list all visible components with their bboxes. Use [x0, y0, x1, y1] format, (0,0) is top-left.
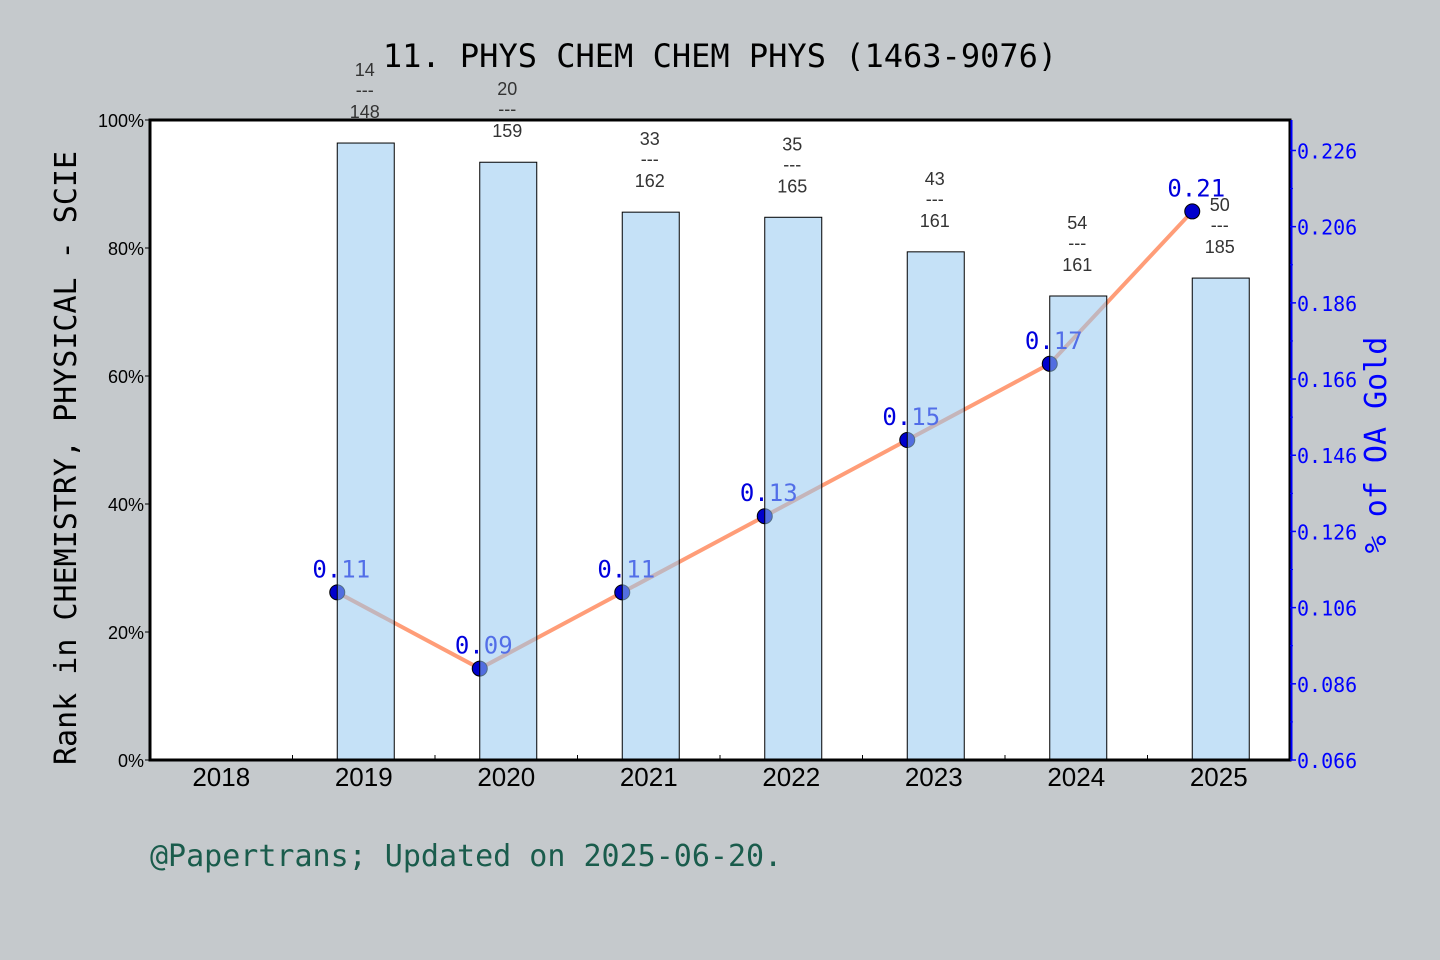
x-tick-label: 2020 [477, 762, 535, 792]
y-tick-label: 40% [108, 495, 144, 515]
footer-note: @Papertrans; Updated on 2025-06-20. [150, 839, 782, 874]
rank-numerator: 14 [355, 60, 375, 80]
rank-numerator: 20 [497, 79, 517, 99]
rank-numerator: 50 [1210, 195, 1230, 215]
rank-bar [1049, 295, 1108, 761]
rank-denominator: 162 [635, 171, 665, 191]
rank-separator: --- [783, 154, 801, 174]
y-tick-label: 20% [108, 623, 144, 643]
y2-tick-label: 0.126 [1297, 520, 1357, 544]
y-tick-label: 80% [108, 239, 144, 259]
y2-tick-label: 0.066 [1297, 749, 1357, 773]
rank-numerator: 33 [640, 129, 660, 149]
rank-bar [1191, 277, 1250, 761]
y-tick-label: 100% [98, 111, 144, 131]
rank-denominator: 161 [920, 211, 950, 231]
x-tick-label: 2024 [1047, 762, 1105, 792]
rank-numerator: 35 [782, 134, 802, 154]
rank-denominator: 165 [777, 176, 807, 196]
plot-area [150, 120, 1290, 760]
x-tick-label: 2023 [905, 762, 963, 792]
rank-bar [621, 211, 680, 761]
x-tick-label: 2021 [620, 762, 678, 792]
rank-numerator: 54 [1067, 213, 1087, 233]
rank-separator: --- [1068, 233, 1086, 253]
x-tick-label: 2019 [335, 762, 393, 792]
rank-bar [336, 142, 395, 761]
rank-separator: --- [356, 80, 374, 100]
rank-denominator: 161 [1062, 255, 1092, 275]
x-tick-label: 2025 [1190, 762, 1248, 792]
x-tick-label: 2018 [192, 762, 250, 792]
y-tick-label: 60% [108, 367, 144, 387]
rank-separator: --- [926, 189, 944, 209]
x-tick-label: 2022 [762, 762, 820, 792]
y2-tick-label: 0.186 [1297, 292, 1357, 316]
y-tick-label: 0% [118, 751, 144, 771]
oa-gold-point [1184, 203, 1201, 220]
rank-denominator: 159 [492, 121, 522, 141]
rank-numerator: 43 [925, 169, 945, 189]
rank-bar [479, 161, 538, 761]
rank-separator: --- [498, 99, 516, 119]
y2-tick-label: 0.166 [1297, 368, 1357, 392]
y2-tick-label: 0.226 [1297, 139, 1357, 163]
rank-denominator: 185 [1205, 237, 1235, 257]
rank-bar [906, 251, 965, 761]
y2-tick-label: 0.206 [1297, 216, 1357, 240]
y2-axis-label: % of OA Gold [1359, 337, 1394, 554]
y-axis-label: Rank in CHEMISTRY, PHYSICAL - SCIE [49, 151, 84, 765]
y2-tick-label: 0.086 [1297, 673, 1357, 697]
chart-title: 11. PHYS CHEM CHEM PHYS (1463-9076) [383, 37, 1057, 75]
rank-separator: --- [1211, 215, 1229, 235]
rank-denominator: 148 [350, 102, 380, 122]
y2-tick-label: 0.106 [1297, 597, 1357, 621]
y2-tick-label: 0.146 [1297, 444, 1357, 468]
oa-gold-label: 0.21 [1167, 174, 1225, 202]
rank-bar [764, 216, 823, 761]
rank-separator: --- [641, 149, 659, 169]
